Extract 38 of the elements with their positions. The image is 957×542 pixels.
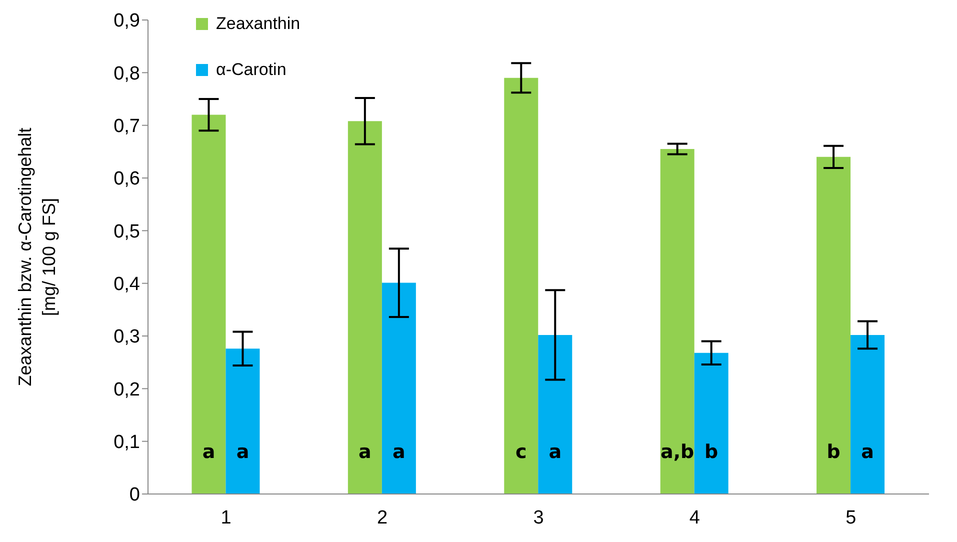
- data-label: a: [358, 441, 372, 463]
- bar: [504, 78, 538, 494]
- bar: [694, 352, 728, 494]
- data-label: a: [861, 441, 874, 463]
- bar: [660, 149, 694, 494]
- bar: [538, 334, 572, 494]
- bar: [192, 114, 226, 494]
- x-tick-label: 3: [533, 507, 544, 528]
- bar: [348, 121, 382, 494]
- y-tick-label: 0,2: [114, 379, 140, 400]
- legend-label: α-Carotin: [215, 60, 288, 80]
- data-label: a: [236, 441, 250, 463]
- y-tick-label: 0,4: [114, 274, 140, 296]
- y-tick-label: 0,1: [114, 432, 140, 454]
- bar: [382, 282, 416, 494]
- x-tick-label: 4: [689, 507, 700, 528]
- bar: [850, 334, 885, 494]
- y-axis-title: Zeaxanthin bzw. α-Carotingehalt [mg/ 100 g FS]: [15, 128, 59, 386]
- data-label: a,b: [660, 441, 694, 463]
- y-tick-label: 0: [129, 484, 140, 506]
- legend-label: Zeaxanthin: [215, 14, 300, 34]
- data-label: a: [202, 441, 216, 463]
- data-label: b: [826, 441, 840, 463]
- y-tick-label: 0,3: [114, 326, 140, 348]
- y-tick-label: 0,5: [114, 221, 140, 242]
- x-tick-label: 1: [220, 507, 232, 528]
- x-tick-label: 5: [846, 507, 856, 528]
- data-label: a: [548, 441, 562, 463]
- data-label: c: [516, 441, 527, 463]
- y-tick-label: 0,6: [114, 168, 140, 190]
- y-tick-label: 0,7: [114, 116, 140, 138]
- data-label: b: [704, 441, 718, 463]
- y-tick-label: 0,9: [114, 10, 140, 32]
- bar: [816, 156, 851, 494]
- y-tick-label: 0,8: [114, 63, 140, 84]
- x-tick-label: 2: [377, 507, 388, 528]
- data-label: a: [392, 441, 406, 463]
- bar: [226, 348, 260, 494]
